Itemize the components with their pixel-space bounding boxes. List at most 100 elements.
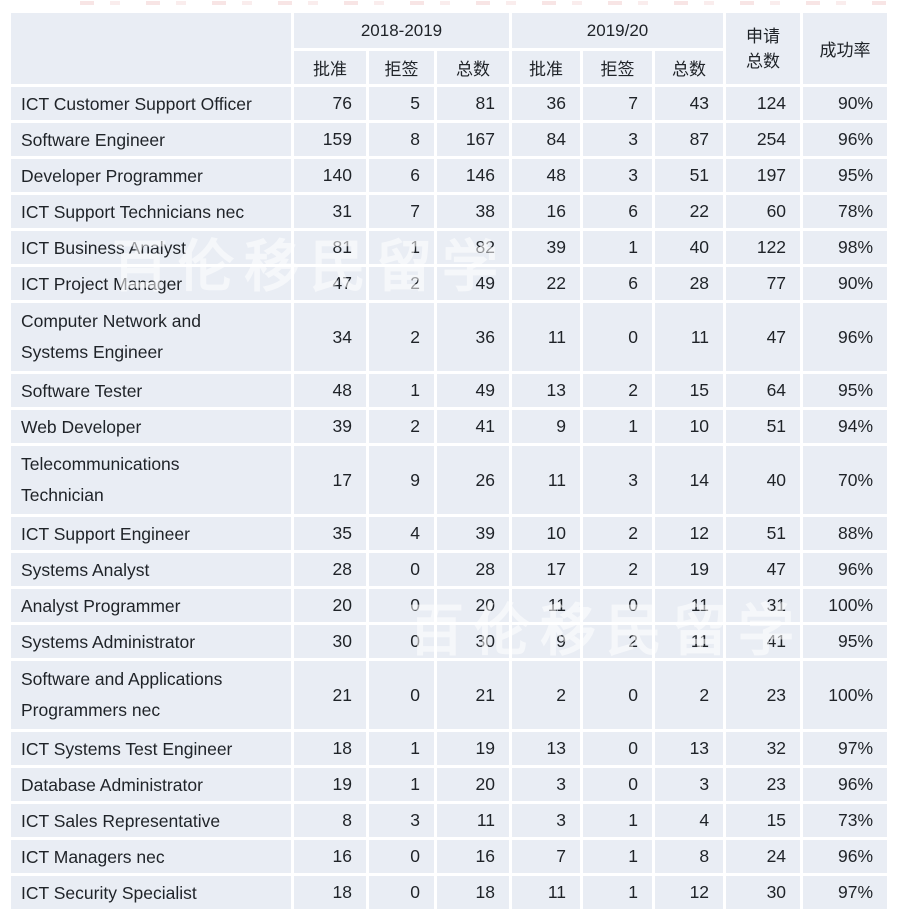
y2-approved-cell: 2 [512,661,581,729]
total-applications-cell: 41 [726,625,801,658]
y2-total-cell: 12 [655,876,724,909]
y2-refused-cell: 6 [583,267,653,300]
table-row: ICT Systems Test Engineer 18 1 19 13 0 13 32 97% [11,732,888,765]
total-applications-cell: 40 [726,446,801,514]
y1-approved-cell: 39 [294,410,366,443]
success-rate-cell: 96% [803,123,888,156]
cropped-red-text-artifact [80,1,900,5]
y2-refused-cell: 3 [583,446,653,514]
y1-refused-cell: 1 [369,231,434,264]
total-applications-cell: 31 [726,589,801,622]
total-applications-cell: 32 [726,732,801,765]
success-rate-cell: 70% [803,446,888,514]
success-rate-cell: 95% [803,159,888,192]
total-applications-cell: 122 [726,231,801,264]
total-applications-cell: 60 [726,195,801,228]
y2-approved-cell: 11 [512,876,581,909]
table-row: ICT Customer Support Officer 76 5 81 36 7 43 12… [11,87,888,120]
occupation-cell: ICT Project Manager [11,267,291,300]
total-applications-cell: 124 [726,87,801,120]
y2-total-cell: 22 [655,195,724,228]
sub-column-header: 批准 [294,51,366,84]
table-row: Systems Administrator 30 0 30 9 2 11 41 95% [11,625,888,658]
header-sub-row: 批准 拒签 总数 批准 拒签 总数 [11,51,887,84]
y2-refused-cell: 2 [583,553,653,586]
y1-approved-cell: 31 [294,195,366,228]
y1-approved-cell: 81 [294,231,366,264]
table-row: ICT Support Technicians nec 31 7 38 16 6 22 60 7… [11,195,888,228]
y1-approved-cell: 18 [294,876,366,909]
total-applications-cell: 47 [726,553,801,586]
total-applications-cell: 51 [726,410,801,443]
occupation-cell: Developer Programmer [11,159,291,192]
table-row: ICT Managers nec 16 0 16 7 1 8 24 96% [11,840,888,873]
y1-approved-cell: 18 [294,732,366,765]
y1-refused-cell: 5 [369,87,434,120]
y2-refused-cell: 2 [583,374,653,407]
y2-total-cell: 12 [655,517,724,550]
occupation-cell: ICT Systems Test Engineer [11,732,291,765]
sub-column-header: 批准 [512,51,581,84]
y2-refused-cell: 3 [583,123,653,156]
total-applications-cell: 15 [726,804,801,837]
success-rate-cell: 96% [803,553,888,586]
y1-approved-cell: 16 [294,840,366,873]
table-body: ICT Customer Support Officer 76 5 81 36 7 43 12… [11,87,888,909]
y1-refused-cell: 0 [369,876,434,909]
y1-refused-cell: 2 [369,410,434,443]
y2-approved-cell: 9 [512,625,581,658]
y2-approved-cell: 22 [512,267,581,300]
y2-total-cell: 3 [655,768,724,801]
y1-total-cell: 41 [437,410,510,443]
y2-total-cell: 51 [655,159,724,192]
applications-total-header-line: 申请 [746,26,781,46]
y2-total-cell: 8 [655,840,724,873]
sub-column-header: 拒签 [583,51,653,84]
y2-approved-cell: 11 [512,446,581,514]
total-applications-cell: 23 [726,661,801,729]
y2-refused-cell: 1 [583,410,653,443]
y2-refused-cell: 0 [583,732,653,765]
occupation-cell: Telecommunications Technician [11,446,291,514]
success-rate-cell: 100% [803,661,888,729]
table-row: Systems Analyst 28 0 28 17 2 19 47 96% [11,553,888,586]
y1-refused-cell: 0 [369,661,434,729]
occupation-cell: Analyst Programmer [11,589,291,622]
y2-approved-cell: 13 [512,732,581,765]
y1-total-cell: 20 [437,589,510,622]
occupation-cell: ICT Support Technicians nec [11,195,291,228]
total-applications-cell: 64 [726,374,801,407]
y1-refused-cell: 9 [369,446,434,514]
y2-approved-cell: 39 [512,231,581,264]
occupation-cell: Systems Analyst [11,553,291,586]
success-rate-cell: 78% [803,195,888,228]
y1-total-cell: 39 [437,517,510,550]
y2-approved-cell: 9 [512,410,581,443]
y1-approved-cell: 8 [294,804,366,837]
total-applications-cell: 47 [726,303,801,371]
total-applications-cell: 30 [726,876,801,909]
y2-total-cell: 11 [655,303,724,371]
y2-approved-cell: 48 [512,159,581,192]
y2-approved-cell: 10 [512,517,581,550]
applications-total-header: 申请 总数 [726,13,801,84]
y2-total-cell: 28 [655,267,724,300]
success-rate-cell: 100% [803,589,888,622]
y1-approved-cell: 76 [294,87,366,120]
y1-refused-cell: 1 [369,732,434,765]
success-rate-cell: 88% [803,517,888,550]
occupation-column-header [11,13,291,84]
table-row: Telecommunications Technician 17 9 26 11 3 14 4… [11,446,888,514]
y2-refused-cell: 0 [583,768,653,801]
occupation-cell: Software and Applications Programmers ne… [11,661,291,729]
y2-total-cell: 40 [655,231,724,264]
table-row: Software and Applications Programmers ne… [11,661,888,729]
y1-total-cell: 82 [437,231,510,264]
y1-refused-cell: 1 [369,374,434,407]
total-applications-cell: 51 [726,517,801,550]
y2-approved-cell: 3 [512,804,581,837]
table-row: ICT Business Analyst 81 1 82 39 1 40 122 98% [11,231,888,264]
y1-approved-cell: 30 [294,625,366,658]
y1-total-cell: 49 [437,267,510,300]
y2-total-cell: 11 [655,625,724,658]
